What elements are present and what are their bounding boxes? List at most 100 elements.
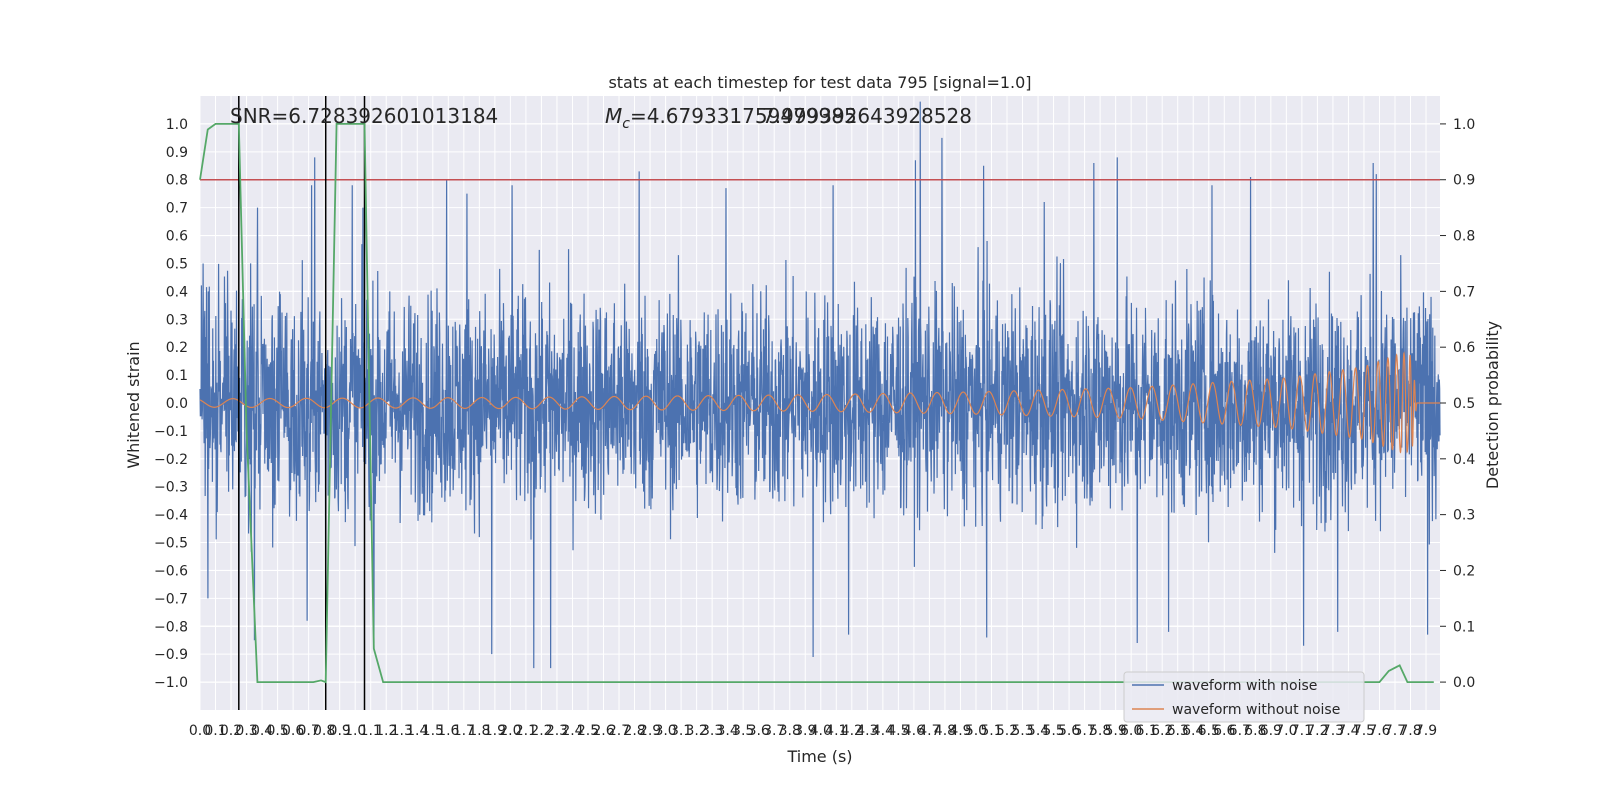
x-tick-label: 0.0: [189, 723, 211, 739]
y-tick-label: 0.9: [166, 145, 188, 161]
x-tick-label: 4.6: [903, 723, 925, 739]
chart-title: stats at each timestep for test data 795…: [608, 73, 1031, 92]
x-tick-label: 0.4: [251, 723, 273, 739]
x-tick-label: 1.8: [468, 723, 490, 739]
x-tick-label: 4.1: [825, 723, 847, 739]
x-tick-label: 4.7: [918, 723, 940, 739]
x-tick-labels: 0.00.10.20.30.40.50.60.70.80.91.01.11.21…: [189, 723, 1437, 739]
x-tick-label: 6.5: [1198, 723, 1220, 739]
x-tick-label: 2.9: [639, 723, 661, 739]
x-tick-label: 6.8: [1244, 723, 1266, 739]
x-tick-label: 0.8: [313, 723, 335, 739]
y-tick-label: −0.2: [154, 452, 188, 468]
x-tick-label: 0.2: [220, 723, 242, 739]
y-tick-label: 0.7: [166, 201, 188, 217]
y-tick-label: −0.9: [154, 647, 188, 663]
x-tick-label: 0.5: [266, 723, 288, 739]
y2-tick-label: 1.0: [1453, 117, 1475, 133]
y-tick-label: −0.3: [154, 480, 188, 496]
x-tick-label: 3.9: [794, 723, 816, 739]
y-tick-label: 0.1: [166, 368, 188, 384]
y2-tick-label: 0.4: [1453, 452, 1475, 468]
x-tick-label: 6.6: [1213, 723, 1235, 739]
x-tick-label: 7.2: [1306, 723, 1328, 739]
x-tick-label: 5.1: [980, 723, 1002, 739]
x-tick-label: 1.2: [375, 723, 397, 739]
chirp-mass-symbol: M: [605, 104, 622, 128]
x-tick-label: 7.9: [1415, 723, 1437, 739]
x-tick-label: 5.2: [996, 723, 1018, 739]
x-tick-label: 6.3: [1167, 723, 1189, 739]
x-tick-label: 3.6: [748, 723, 770, 739]
x-tick-label: 1.1: [360, 723, 382, 739]
x-tick-label: 7.1: [1291, 723, 1313, 739]
x-tick-label: 1.3: [391, 723, 413, 739]
y-tick-label: 0.3: [166, 312, 188, 328]
x-tick-label: 0.3: [235, 723, 257, 739]
chirp-mass-subscript: c: [622, 116, 630, 132]
x-tick-label: 1.9: [484, 723, 506, 739]
y-tick-label: −0.4: [154, 508, 188, 524]
legend-box: [1123, 671, 1365, 723]
y2-tick-label: 0.0: [1453, 675, 1475, 691]
x-tick-label: 6.7: [1229, 723, 1251, 739]
y-tick-label: 0.4: [166, 284, 188, 300]
clean-waveform-line: [199, 351, 1440, 454]
x-tick-label: 7.3: [1322, 723, 1344, 739]
x-tick-label: 0.6: [282, 723, 304, 739]
x-tick-label: 4.9: [949, 723, 971, 739]
y-tick-label: 0.6: [166, 229, 188, 245]
x-tick-label: 3.5: [732, 723, 754, 739]
x-tick-label: 5.6: [1058, 723, 1080, 739]
x-tick-label: 7.7: [1384, 723, 1406, 739]
legend-label-clean: waveform without noise: [1172, 702, 1340, 718]
x-tick-label: 7.4: [1337, 723, 1359, 739]
x-tick-label: 0.1: [204, 723, 226, 739]
x-tick-label: 7.0: [1275, 723, 1297, 739]
x-tick-label: 4.2: [841, 723, 863, 739]
x-tick-label: 4.8: [934, 723, 956, 739]
x-tick-label: 4.5: [887, 723, 909, 739]
y-tick-label: 0.0: [166, 396, 188, 412]
x-tick-label: 2.0: [499, 723, 521, 739]
x-tick-label: 2.4: [561, 723, 583, 739]
x-tick-label: 6.0: [1120, 723, 1142, 739]
detection-probability-line: [199, 123, 1434, 684]
x-tick-label: 3.8: [779, 723, 801, 739]
x-tick-label: 5.9: [1105, 723, 1127, 739]
x-tick-label: 3.4: [717, 723, 739, 739]
y2-tick-label: 0.1: [1453, 619, 1475, 635]
y2-tick-label: 0.2: [1453, 563, 1475, 579]
snr-annotation: SNR=6.728392601013184: [230, 104, 498, 128]
x-tick-label: 2.6: [592, 723, 614, 739]
y-tick-label: −0.5: [154, 536, 188, 552]
x-tick-label: 1.4: [406, 723, 428, 739]
y-tick-label: 0.5: [166, 256, 188, 272]
legend-label-noise: waveform with noise: [1172, 678, 1317, 694]
x-tick-label: 2.3: [546, 723, 568, 739]
x-tick-label: 5.0: [965, 723, 987, 739]
x-tick-label: 5.7: [1073, 723, 1095, 739]
x-tick-label: 5.4: [1027, 723, 1049, 739]
x-tick-label: 1.7: [453, 723, 475, 739]
x-tick-label: 6.4: [1182, 723, 1204, 739]
x-tick-label: 3.3: [701, 723, 723, 739]
y-tick-label: −0.7: [154, 591, 188, 607]
y-tick-label: −0.6: [154, 563, 188, 579]
x-tick-label: 2.7: [608, 723, 630, 739]
x-tick-label: 1.6: [437, 723, 459, 739]
x-tick-label: 6.2: [1151, 723, 1173, 739]
y2-tick-label: 0.6: [1453, 340, 1475, 356]
x-tick-label: 5.8: [1089, 723, 1111, 739]
x-tick-label: 4.4: [872, 723, 894, 739]
x-tick-label: 4.3: [856, 723, 878, 739]
x-tick-label: 3.0: [654, 723, 676, 739]
series-layer: [199, 96, 1441, 710]
y2-tick-label: 0.5: [1453, 396, 1475, 412]
x-tick-label: 3.2: [685, 723, 707, 739]
x-tick-label: 4.0: [810, 723, 832, 739]
y2-tick-label: 0.8: [1453, 229, 1475, 245]
right-y-tick-labels: 0.0 0.1 0.2 0.3 0.4 0.5 0.6 0.7 0.8 0.9 1.0: [1440, 117, 1475, 691]
x-tick-label: 7.5: [1353, 723, 1375, 739]
